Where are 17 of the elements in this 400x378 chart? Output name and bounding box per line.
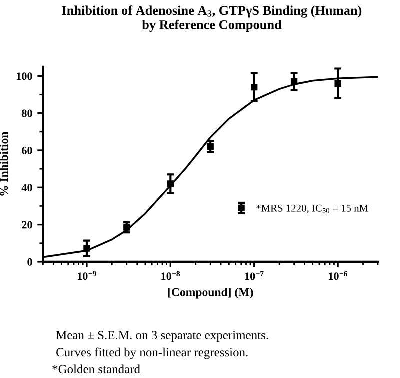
y-tick-label: 20 [22,221,32,229]
text: Mean ± S.E.M. on 3 separate experiments. [56,331,268,342]
text: *Golden standard [52,364,140,374]
x-tick-label: 10$^{−8}$ [162,271,180,280]
chart-title: Inhibition of Adenosine A$_{3}$, GTPγS Binding (Human) by Reference Compound [62,6,362,32]
y-tick-label: 0 [28,258,32,266]
y-axis-title: % Inhibition [0,132,8,196]
x-axis-title: [Compound] (M) [168,288,254,299]
y-tick-label: 40 [22,184,32,192]
y-tick-label: 80 [22,110,32,118]
x-tick-label: 10$^{−6}$ [329,271,348,280]
legend-label: *MRS 1220, IC$_{50}$ = 15 nM [256,204,368,214]
x-tick-label: 10$^{−7}$ [245,271,264,280]
text: Curves fitted by non-linear regression. [56,348,248,360]
y-tick-label: 60 [22,146,32,154]
x-tick-label: 10$^{−9}$ [78,271,96,280]
y-tick-label: 100 [17,72,32,80]
